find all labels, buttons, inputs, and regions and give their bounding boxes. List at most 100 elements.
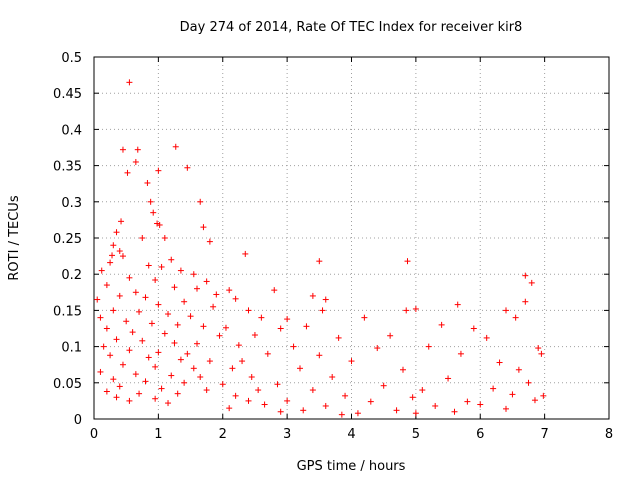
data-point <box>113 336 120 343</box>
data-point <box>412 305 419 312</box>
data-point <box>303 323 310 330</box>
data-point <box>219 381 226 388</box>
data-point <box>142 378 149 385</box>
data-point <box>206 238 213 245</box>
data-point <box>152 395 159 402</box>
data-point <box>142 294 149 301</box>
data-point <box>348 358 355 365</box>
data-point <box>177 267 184 274</box>
data-point <box>409 394 416 401</box>
data-point <box>116 292 123 299</box>
data-point <box>200 224 207 231</box>
data-point <box>168 372 175 379</box>
data-point <box>165 311 172 318</box>
data-point <box>277 325 284 332</box>
data-point <box>110 307 117 314</box>
data-point <box>419 387 426 394</box>
data-point <box>132 289 139 296</box>
data-point <box>155 167 162 174</box>
data-point <box>451 408 458 415</box>
y-tick-label: 0.15 <box>53 304 82 319</box>
y-tick-label: 0.4 <box>61 123 82 138</box>
data-point <box>525 379 532 386</box>
data-point <box>309 387 316 394</box>
data-point <box>242 250 249 257</box>
data-point <box>145 354 152 361</box>
y-tick-label: 0.25 <box>53 232 82 247</box>
data-point <box>226 287 233 294</box>
data-point <box>119 361 126 368</box>
y-tick-label: 0.2 <box>61 268 82 283</box>
x-tick-label: 1 <box>154 427 162 442</box>
data-point <box>181 298 188 305</box>
data-point <box>154 220 161 227</box>
data-point <box>110 242 117 249</box>
data-point <box>203 278 210 285</box>
x-tick-label: 5 <box>412 427 420 442</box>
data-point <box>132 371 139 378</box>
data-point <box>477 401 484 408</box>
data-point <box>535 345 542 352</box>
data-point <box>216 332 223 339</box>
data-point <box>158 263 165 270</box>
data-point <box>113 229 120 236</box>
data-point <box>197 198 204 205</box>
data-point <box>136 308 143 315</box>
data-point <box>161 330 168 337</box>
data-point <box>515 366 522 373</box>
data-point <box>109 252 116 259</box>
data-point <box>290 343 297 350</box>
data-point <box>522 298 529 305</box>
data-point <box>194 340 200 347</box>
data-point <box>335 334 342 341</box>
data-point <box>393 407 400 414</box>
data-point <box>148 320 155 327</box>
data-point <box>464 398 471 405</box>
data-point <box>174 390 181 397</box>
data-point <box>110 376 117 383</box>
x-tick-label: 4 <box>347 427 355 442</box>
data-point <box>113 394 120 401</box>
x-tick-label: 3 <box>283 427 291 442</box>
data-point <box>322 402 329 409</box>
data-point <box>184 350 191 357</box>
y-tick-label: 0.5 <box>61 51 82 66</box>
data-point <box>126 397 133 404</box>
data-point <box>329 374 336 381</box>
data-point <box>400 366 406 373</box>
data-point <box>190 365 197 372</box>
data-point <box>118 218 125 225</box>
data-point <box>245 307 252 314</box>
data-point <box>139 235 146 241</box>
data-point <box>245 397 252 404</box>
data-point <box>522 272 529 279</box>
data-point <box>197 374 204 381</box>
data-point <box>271 287 278 294</box>
data-point <box>126 274 133 281</box>
data-point <box>144 179 151 186</box>
data-point <box>425 343 432 350</box>
data-point <box>181 379 188 386</box>
data-point <box>374 345 381 352</box>
data-point <box>274 381 281 388</box>
data-point <box>512 314 519 321</box>
data-point <box>119 253 126 260</box>
data-point <box>387 332 394 339</box>
data-point <box>155 301 162 308</box>
data-point <box>540 392 547 399</box>
data-point <box>432 402 439 409</box>
data-point <box>103 325 110 332</box>
data-point <box>107 259 114 266</box>
data-point <box>367 398 374 405</box>
data-point <box>403 307 410 314</box>
data-point <box>316 258 323 265</box>
data-point <box>490 385 497 392</box>
data-point <box>94 296 101 303</box>
data-point <box>145 262 152 269</box>
y-axis-label: ROTI / TECUs <box>7 195 22 280</box>
data-point <box>174 321 181 328</box>
data-point <box>258 314 265 321</box>
grid-lines <box>94 57 609 419</box>
data-point <box>134 146 141 153</box>
data-point <box>457 350 464 357</box>
